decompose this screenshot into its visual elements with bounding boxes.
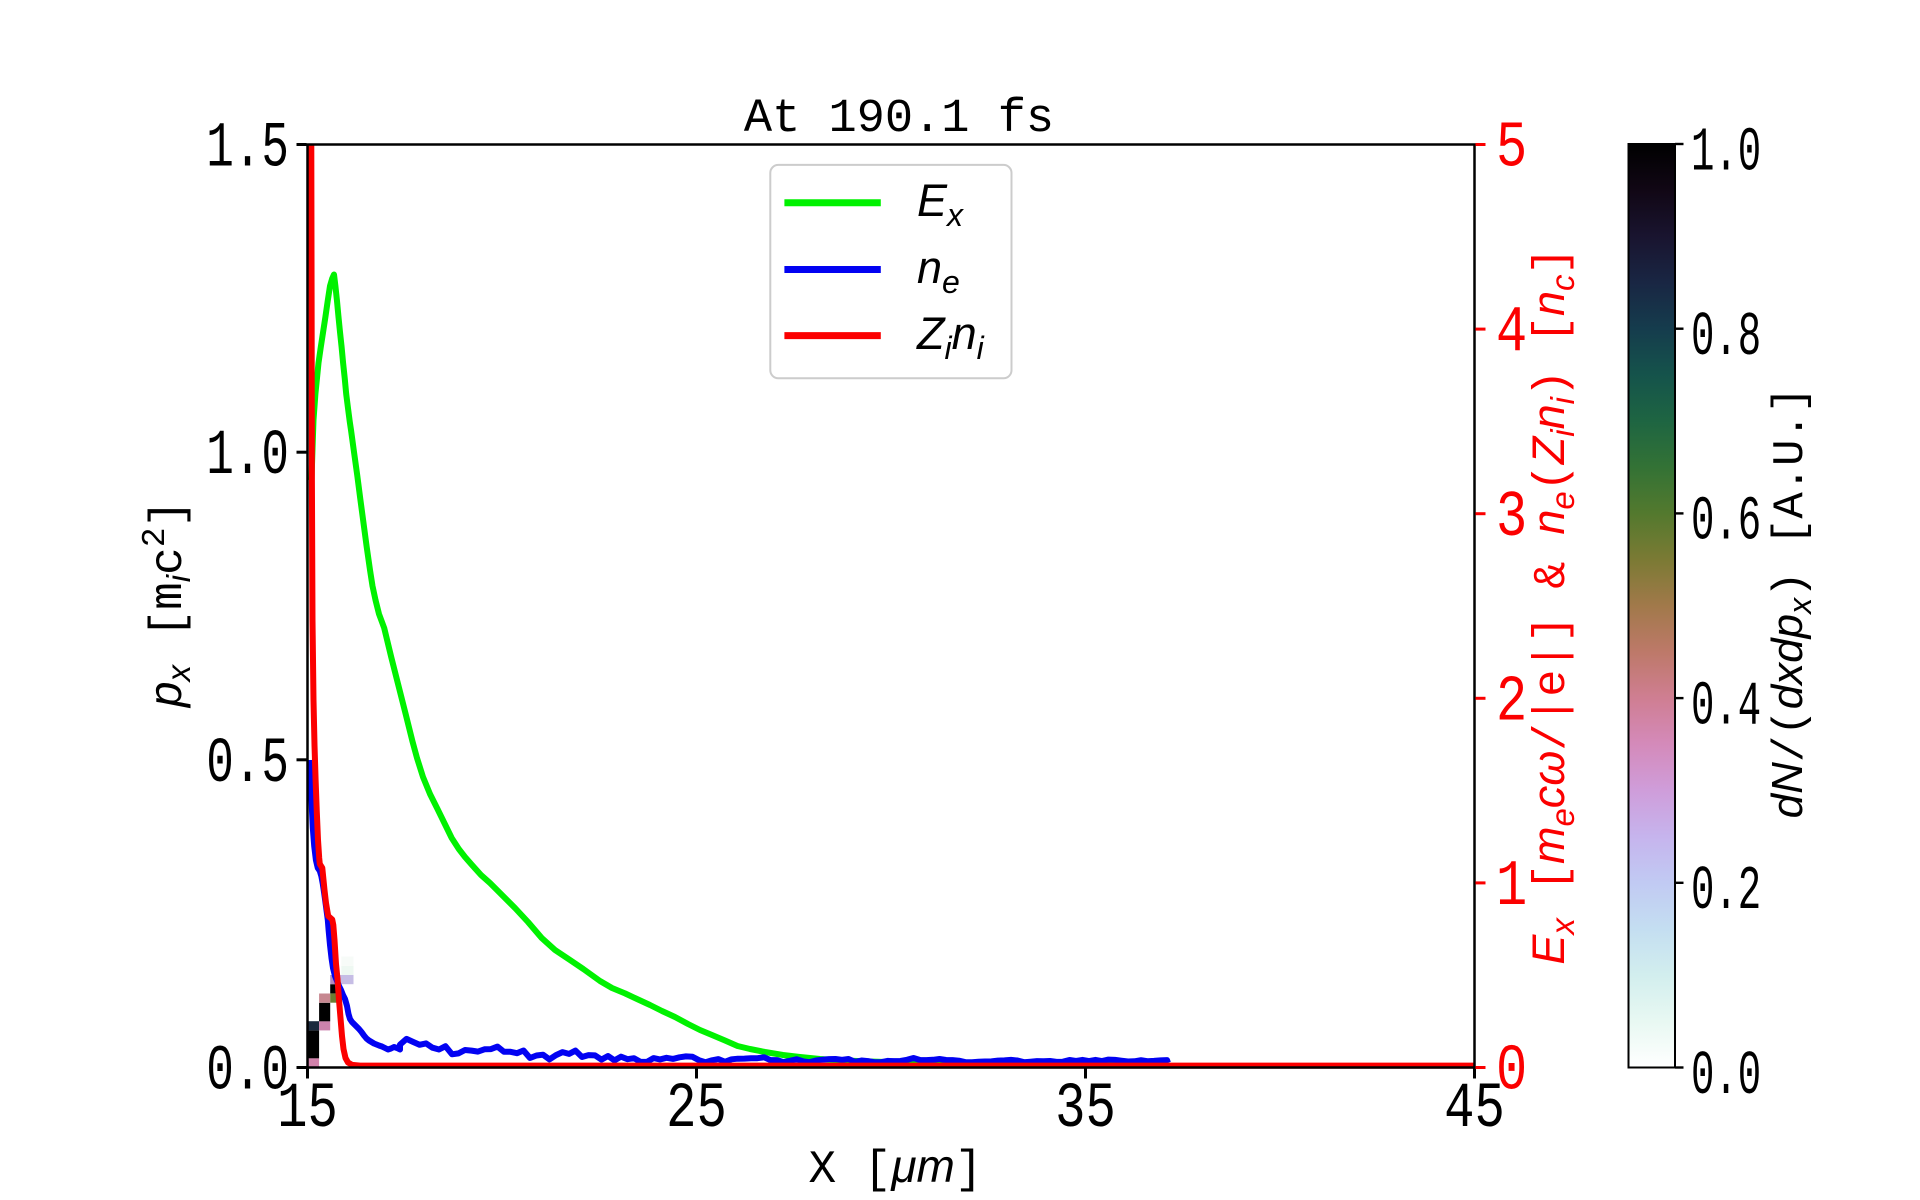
svg-text:0.4: 0.4: [1691, 672, 1761, 743]
svg-text:X [μm]: X [μm]: [809, 1140, 983, 1196]
svg-text:1.0: 1.0: [206, 419, 289, 493]
svg-text:1.5: 1.5: [206, 111, 289, 185]
svg-text:dN/(dxdpx) [A.U.]: dN/(dxdpx) [A.U.]: [1763, 387, 1818, 819]
svg-text:0.0: 0.0: [1691, 1041, 1761, 1112]
svg-text:1.0: 1.0: [1691, 118, 1761, 189]
svg-text:0.5: 0.5: [206, 727, 289, 801]
svg-text:2: 2: [1496, 665, 1527, 739]
svg-text:0.0: 0.0: [206, 1034, 289, 1108]
svg-text:35: 35: [1055, 1074, 1116, 1146]
svg-text:Ex: Ex: [917, 175, 964, 233]
svg-text:0: 0: [1496, 1035, 1527, 1109]
svg-text:px [mic2]: px [mic2]: [137, 500, 197, 709]
svg-text:3: 3: [1496, 481, 1527, 555]
svg-text:25: 25: [666, 1074, 727, 1146]
svg-text:0.8: 0.8: [1691, 302, 1761, 373]
svg-text:0.2: 0.2: [1691, 857, 1761, 928]
svg-text:5: 5: [1496, 112, 1527, 186]
svg-text:0.6: 0.6: [1691, 487, 1761, 558]
svg-text:Zini: Zini: [916, 308, 985, 366]
svg-text:45: 45: [1444, 1074, 1505, 1146]
svg-text:ne: ne: [917, 242, 960, 300]
svg-text:At 190.1 fs: At 190.1 fs: [744, 93, 1054, 146]
svg-text:15: 15: [277, 1074, 338, 1146]
svg-text:4: 4: [1496, 296, 1527, 370]
svg-text:1: 1: [1496, 850, 1527, 924]
svg-text:Ex [mecω/|e|] & ne(Zini) [nc]: Ex [mecω/|e|] & ne(Zini) [nc]: [1523, 247, 1581, 964]
